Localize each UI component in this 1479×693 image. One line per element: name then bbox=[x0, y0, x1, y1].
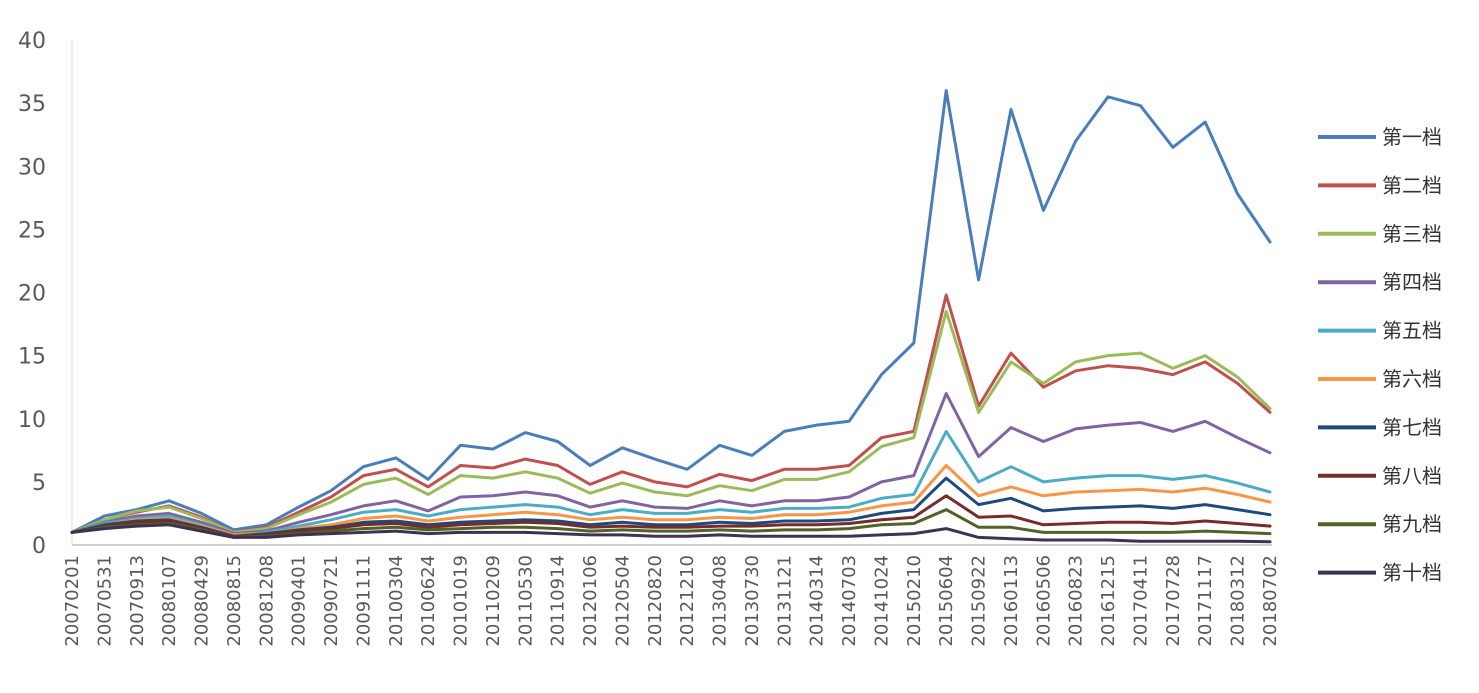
x-tick-label: 20070201 bbox=[62, 555, 83, 647]
x-tick-label: 20160113 bbox=[1001, 555, 1022, 647]
x-tick-label: 20070531 bbox=[94, 555, 115, 647]
x-tick-label: 20130730 bbox=[742, 555, 763, 647]
legend-label-2: 第二档 bbox=[1382, 173, 1442, 197]
y-tick-label: 25 bbox=[18, 218, 46, 243]
x-tick-label: 20140703 bbox=[839, 555, 860, 647]
x-tick-label: 20090721 bbox=[321, 555, 342, 647]
x-tick-label: 20120106 bbox=[580, 555, 601, 647]
series-line-1 bbox=[70, 89, 1272, 534]
x-tick-label: 20180312 bbox=[1228, 555, 1249, 647]
x-tick-label: 20130408 bbox=[710, 555, 731, 647]
y-tick-label: 15 bbox=[18, 345, 46, 370]
x-tick-label: 20080815 bbox=[224, 555, 245, 647]
x-tick-label: 20180702 bbox=[1260, 555, 1281, 647]
x-tick-label: 20080107 bbox=[159, 555, 180, 647]
x-tick-label: 20150210 bbox=[904, 555, 925, 647]
legend-label-1: 第一档 bbox=[1382, 125, 1442, 149]
x-tick-label: 20121210 bbox=[677, 555, 698, 647]
legend-label-7: 第七档 bbox=[1382, 415, 1442, 439]
x-tick-label: 20150604 bbox=[936, 555, 957, 647]
y-tick-label: 10 bbox=[18, 408, 46, 433]
x-tick-labels: 20070201 20070531 20070913 20080107 20080429… bbox=[62, 555, 1281, 647]
x-tick-label: 20170411 bbox=[1130, 555, 1151, 647]
x-tick-label: 20110209 bbox=[483, 555, 504, 647]
x-tick-label: 20100304 bbox=[386, 555, 407, 647]
y-tick-label: 40 bbox=[18, 29, 46, 54]
legend-label-4: 第四档 bbox=[1382, 270, 1442, 294]
y-tick-label: 30 bbox=[18, 155, 46, 180]
x-tick-label: 20101019 bbox=[451, 555, 472, 647]
x-tick-label: 20110914 bbox=[548, 555, 569, 647]
x-tick-label: 20120820 bbox=[645, 555, 666, 647]
series-line-4 bbox=[70, 392, 1272, 536]
x-tick-label: 20080429 bbox=[192, 555, 213, 647]
x-tick-label: 20161215 bbox=[1098, 555, 1119, 647]
x-tick-label: 20140314 bbox=[807, 555, 828, 647]
x-tick-label: 20170728 bbox=[1163, 555, 1184, 647]
x-tick-label: 20110530 bbox=[515, 555, 536, 647]
legend-label-9: 第九档 bbox=[1382, 512, 1442, 536]
series-line-2 bbox=[70, 293, 1272, 534]
x-tick-label: 20081208 bbox=[256, 555, 277, 647]
y-tick-label: 20 bbox=[18, 282, 46, 307]
x-tick-label: 20150922 bbox=[969, 555, 990, 647]
legend-label-5: 第五档 bbox=[1382, 319, 1442, 343]
x-tick-label: 20070913 bbox=[127, 555, 148, 647]
x-tick-label: 20100624 bbox=[418, 555, 439, 647]
y-tick-label: 5 bbox=[32, 471, 46, 496]
x-tick-label: 20131121 bbox=[774, 555, 795, 647]
y-tick-label: 35 bbox=[18, 92, 46, 117]
x-tick-label: 20171117 bbox=[1195, 555, 1216, 647]
y-tick-label: 0 bbox=[32, 534, 46, 559]
x-tick-label: 20091111 bbox=[353, 555, 374, 647]
series-line-10 bbox=[70, 523, 1272, 544]
series-line-3 bbox=[70, 309, 1272, 534]
legend-label-10: 第十档 bbox=[1382, 561, 1442, 585]
series-lines bbox=[70, 89, 1272, 544]
x-tick-label: 20141024 bbox=[871, 555, 892, 647]
x-tick-label: 20160506 bbox=[1033, 555, 1054, 647]
legend-label-8: 第八档 bbox=[1382, 464, 1442, 488]
x-tick-label: 20090401 bbox=[289, 555, 310, 647]
x-tick-label: 20120504 bbox=[612, 555, 633, 647]
legend-label-6: 第六档 bbox=[1382, 367, 1442, 391]
x-tick-label: 20160823 bbox=[1066, 555, 1087, 647]
legend-label-3: 第三档 bbox=[1382, 222, 1442, 246]
y-tick-labels: 0 5 10 15 20 25 30 35 40 bbox=[18, 29, 46, 559]
